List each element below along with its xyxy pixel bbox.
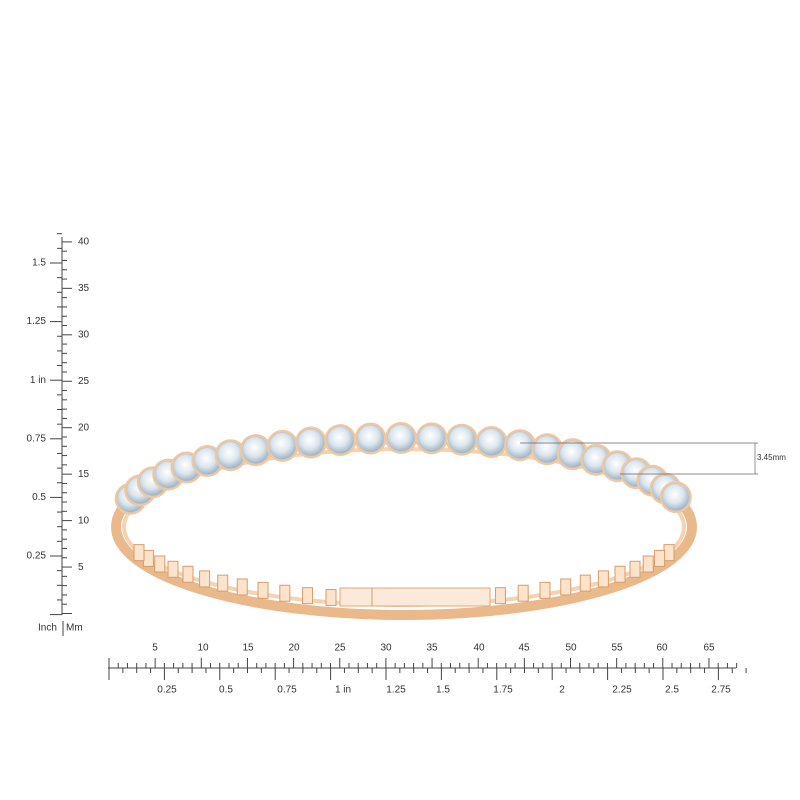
mm-label: 10 <box>197 643 209 654</box>
link <box>494 587 506 605</box>
link <box>629 560 641 578</box>
stone <box>326 426 355 454</box>
mm-label: 65 <box>703 643 715 654</box>
dimension: 3.45mm <box>520 442 786 475</box>
inch-label: 1.25 <box>27 316 47 327</box>
stone <box>268 432 297 460</box>
horizontal-ruler: 5 10 15 20 25 30 35 40 45 50 55 60 65 0.25 0.5 0.75 1 in… <box>108 643 747 696</box>
link <box>302 587 314 605</box>
link <box>579 574 591 592</box>
inch-label: 0.25 <box>157 685 177 696</box>
inch-label: 0.5 <box>219 685 233 696</box>
dimension-label: 3.45mm <box>757 453 786 462</box>
vertical-ruler: Inch Mm 1.5 1.25 1 in 0.75 0.5 0.25 40 35 30 25 20… <box>27 233 90 636</box>
stone <box>387 424 415 452</box>
inch-label: 1.5 <box>436 685 450 696</box>
stone <box>477 428 506 456</box>
link <box>279 584 291 602</box>
link <box>614 565 626 583</box>
inch-label: 0.25 <box>27 551 47 562</box>
link <box>142 549 154 567</box>
link <box>560 578 572 596</box>
stone <box>661 483 690 511</box>
mm-label: 40 <box>78 237 90 248</box>
link <box>182 565 194 583</box>
link <box>539 581 551 599</box>
mm-label: 60 <box>656 643 668 654</box>
mm-label: 30 <box>380 643 392 654</box>
mm-label: 20 <box>288 643 300 654</box>
link <box>133 544 145 562</box>
link <box>167 560 179 578</box>
mm-label: 5 <box>152 643 158 654</box>
link <box>236 578 248 596</box>
inch-label: 1 in <box>30 375 46 386</box>
mm-label: 25 <box>78 376 90 387</box>
bracelet <box>111 422 697 620</box>
stone <box>216 441 245 470</box>
stone <box>241 436 270 464</box>
inch-label: 0.75 <box>27 433 47 444</box>
stone <box>417 424 446 453</box>
inch-label: 2.25 <box>612 685 632 696</box>
link <box>217 574 229 592</box>
link <box>154 555 166 573</box>
inch-label: 0.75 <box>277 685 297 696</box>
stone <box>297 428 325 457</box>
mm-label: 5 <box>78 562 84 573</box>
inch-caption: Inch <box>38 623 57 634</box>
mm-label: 45 <box>518 643 530 654</box>
inch-label: 2.75 <box>711 685 731 696</box>
link <box>654 549 666 567</box>
link <box>325 589 337 607</box>
link <box>257 581 269 599</box>
link <box>199 570 211 588</box>
mm-label: 40 <box>473 643 485 654</box>
mm-label: 15 <box>242 643 254 654</box>
inch-label: 1.25 <box>386 685 406 696</box>
stone <box>533 435 562 464</box>
mm-label: 35 <box>78 283 90 294</box>
inch-label: 2 <box>559 685 565 696</box>
mm-label: 55 <box>611 643 623 654</box>
inch-label: 1.5 <box>32 258 46 269</box>
mm-label: 50 <box>565 643 577 654</box>
inch-label: 1.75 <box>493 685 513 696</box>
stone <box>506 431 534 460</box>
mm-label: 30 <box>78 330 90 341</box>
inch-label: 2.5 <box>665 685 679 696</box>
mm-label: 20 <box>78 422 90 433</box>
mm-label: 10 <box>78 515 90 526</box>
link <box>517 584 529 602</box>
mm-caption: Mm <box>66 623 83 634</box>
stone <box>356 424 385 453</box>
link <box>663 544 675 562</box>
mm-label: 35 <box>426 643 438 654</box>
inch-label: 0.5 <box>32 492 46 503</box>
mm-label: 15 <box>78 469 90 480</box>
link <box>642 555 654 573</box>
stone <box>448 425 476 454</box>
link <box>597 570 609 588</box>
mm-label: 25 <box>334 643 346 654</box>
inch-label: 1 in <box>335 685 351 696</box>
